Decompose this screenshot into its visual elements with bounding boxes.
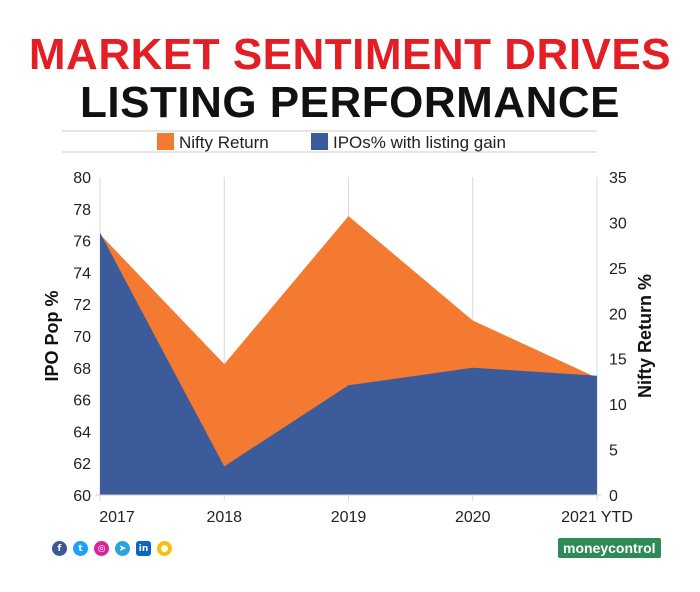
y2-tick-label: 20 [609, 306, 627, 323]
chart-title-line-2: LISTING PERFORMANCE [80, 78, 620, 127]
ipo-listing-gain-point [347, 383, 351, 387]
y-tick-label: 80 [73, 170, 91, 187]
series-area-ipo-listing-gain [100, 232, 597, 495]
y-tick-label: 72 [73, 297, 91, 314]
y-tick-label: 74 [73, 265, 91, 282]
y2-tick-label: 0 [609, 488, 618, 505]
x-tick-label: 2021 YTD [561, 509, 633, 526]
brand-logo: moneycontrol [558, 538, 661, 558]
y-tick-label: 66 [73, 393, 91, 410]
social-icons: f t ◎ ➤ in ● [52, 541, 172, 556]
facebook-icon[interactable]: f [52, 541, 67, 556]
instagram-icon[interactable]: ◎ [94, 541, 109, 556]
telegram-icon[interactable]: ➤ [115, 541, 130, 556]
y2-tick-label: 30 [609, 215, 627, 232]
x-tick-label: 2019 [331, 509, 367, 526]
linkedin-icon[interactable]: in [136, 541, 151, 556]
ipo-listing-gain-point [222, 464, 226, 468]
y-tick-label: 68 [73, 361, 91, 378]
legend-swatch-ipo-listing-gain [311, 133, 328, 150]
y-tick-label: 76 [73, 234, 91, 251]
y-tick-label: 64 [73, 424, 91, 441]
y2-tick-label: 15 [609, 352, 627, 369]
x-tick-label: 2020 [455, 509, 491, 526]
twitter-icon[interactable]: t [73, 541, 88, 556]
x-tick-label: 2017 [99, 509, 135, 526]
y2-axis-label: Nifty Return % [635, 274, 655, 398]
ipo-listing-gain-point [595, 374, 599, 378]
y2-tick-label: 35 [609, 170, 627, 187]
y-axis-label: IPO Pop % [42, 290, 62, 381]
legend-swatch-nifty-return [157, 133, 174, 150]
y2-tick-label: 10 [609, 397, 627, 414]
ipo-listing-gain-point [471, 366, 475, 370]
y-tick-label: 62 [73, 456, 91, 473]
legend-label-nifty-return: Nifty Return [179, 133, 269, 152]
legend-label-ipo-listing-gain: IPOs% with listing gain [333, 133, 506, 152]
y2-tick-label: 5 [609, 443, 618, 460]
y-tick-label: 78 [73, 202, 91, 219]
koo-icon[interactable]: ● [157, 541, 172, 556]
x-tick-label: 2018 [206, 509, 242, 526]
y-tick-label: 70 [73, 329, 91, 346]
nifty-return-point [222, 362, 226, 366]
y2-tick-label: 25 [609, 261, 627, 278]
y-tick-label: 60 [73, 488, 91, 505]
nifty-return-point [347, 214, 351, 218]
ipo-listing-gain-point [98, 231, 102, 235]
nifty-return-point [471, 319, 475, 323]
chart-title-line-1: MARKET SENTIMENT DRIVES [28, 30, 672, 79]
